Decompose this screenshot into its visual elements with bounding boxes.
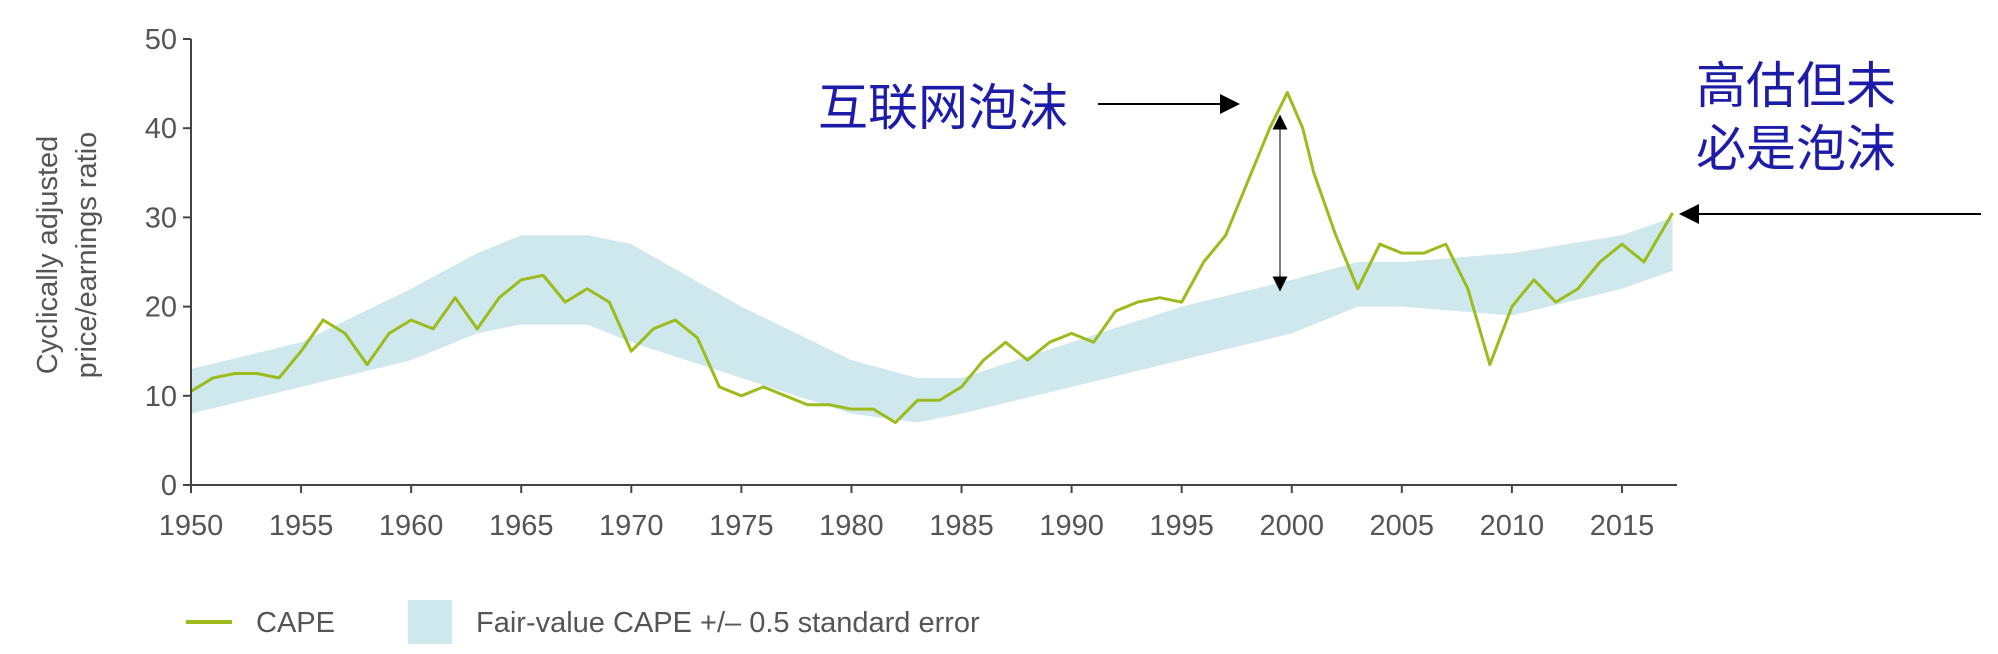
x-tick-label: 1980 [819,510,884,542]
y-tick-label: 0 [161,470,177,502]
legend-label: CAPE [256,607,335,639]
x-tick-label: 2010 [1480,510,1545,542]
y-label: price/earnings ratio [71,132,103,379]
annotation: 高估但未 [1696,57,1896,115]
x-tick-label: 1965 [489,510,554,542]
x-tick-label: 1995 [1149,510,1214,542]
x-tick-label: 1970 [599,510,664,542]
legend-swatch [408,600,452,644]
x-tick-label: 1960 [379,510,444,542]
line [190,91,1674,425]
y-tick-label: 40 [145,113,177,145]
annotation: 互联网泡沫 [818,79,1068,137]
x-tick-label: 1950 [159,510,224,542]
x-tick-label: 1985 [929,510,994,542]
x-tick-label: 2000 [1259,510,1324,542]
band [191,217,1673,423]
y-tick-label: 10 [145,381,177,413]
y-tick-label: 50 [145,24,177,56]
y-tick-label: 20 [145,292,177,324]
x-tick-label: 1990 [1039,510,1104,542]
x-tick-label: 2015 [1590,510,1655,542]
y-tick-label: 30 [145,202,177,234]
legend-label: Fair-value CAPE +/– 0.5 standard error [476,607,980,639]
annotation: 必是泡沫 [1696,120,1896,178]
y-label: Cyclically adjusted [32,136,64,375]
x-tick-label: 2005 [1370,510,1435,542]
x-tick-label: 1975 [709,510,774,542]
x-tick-label: 1955 [269,510,334,542]
